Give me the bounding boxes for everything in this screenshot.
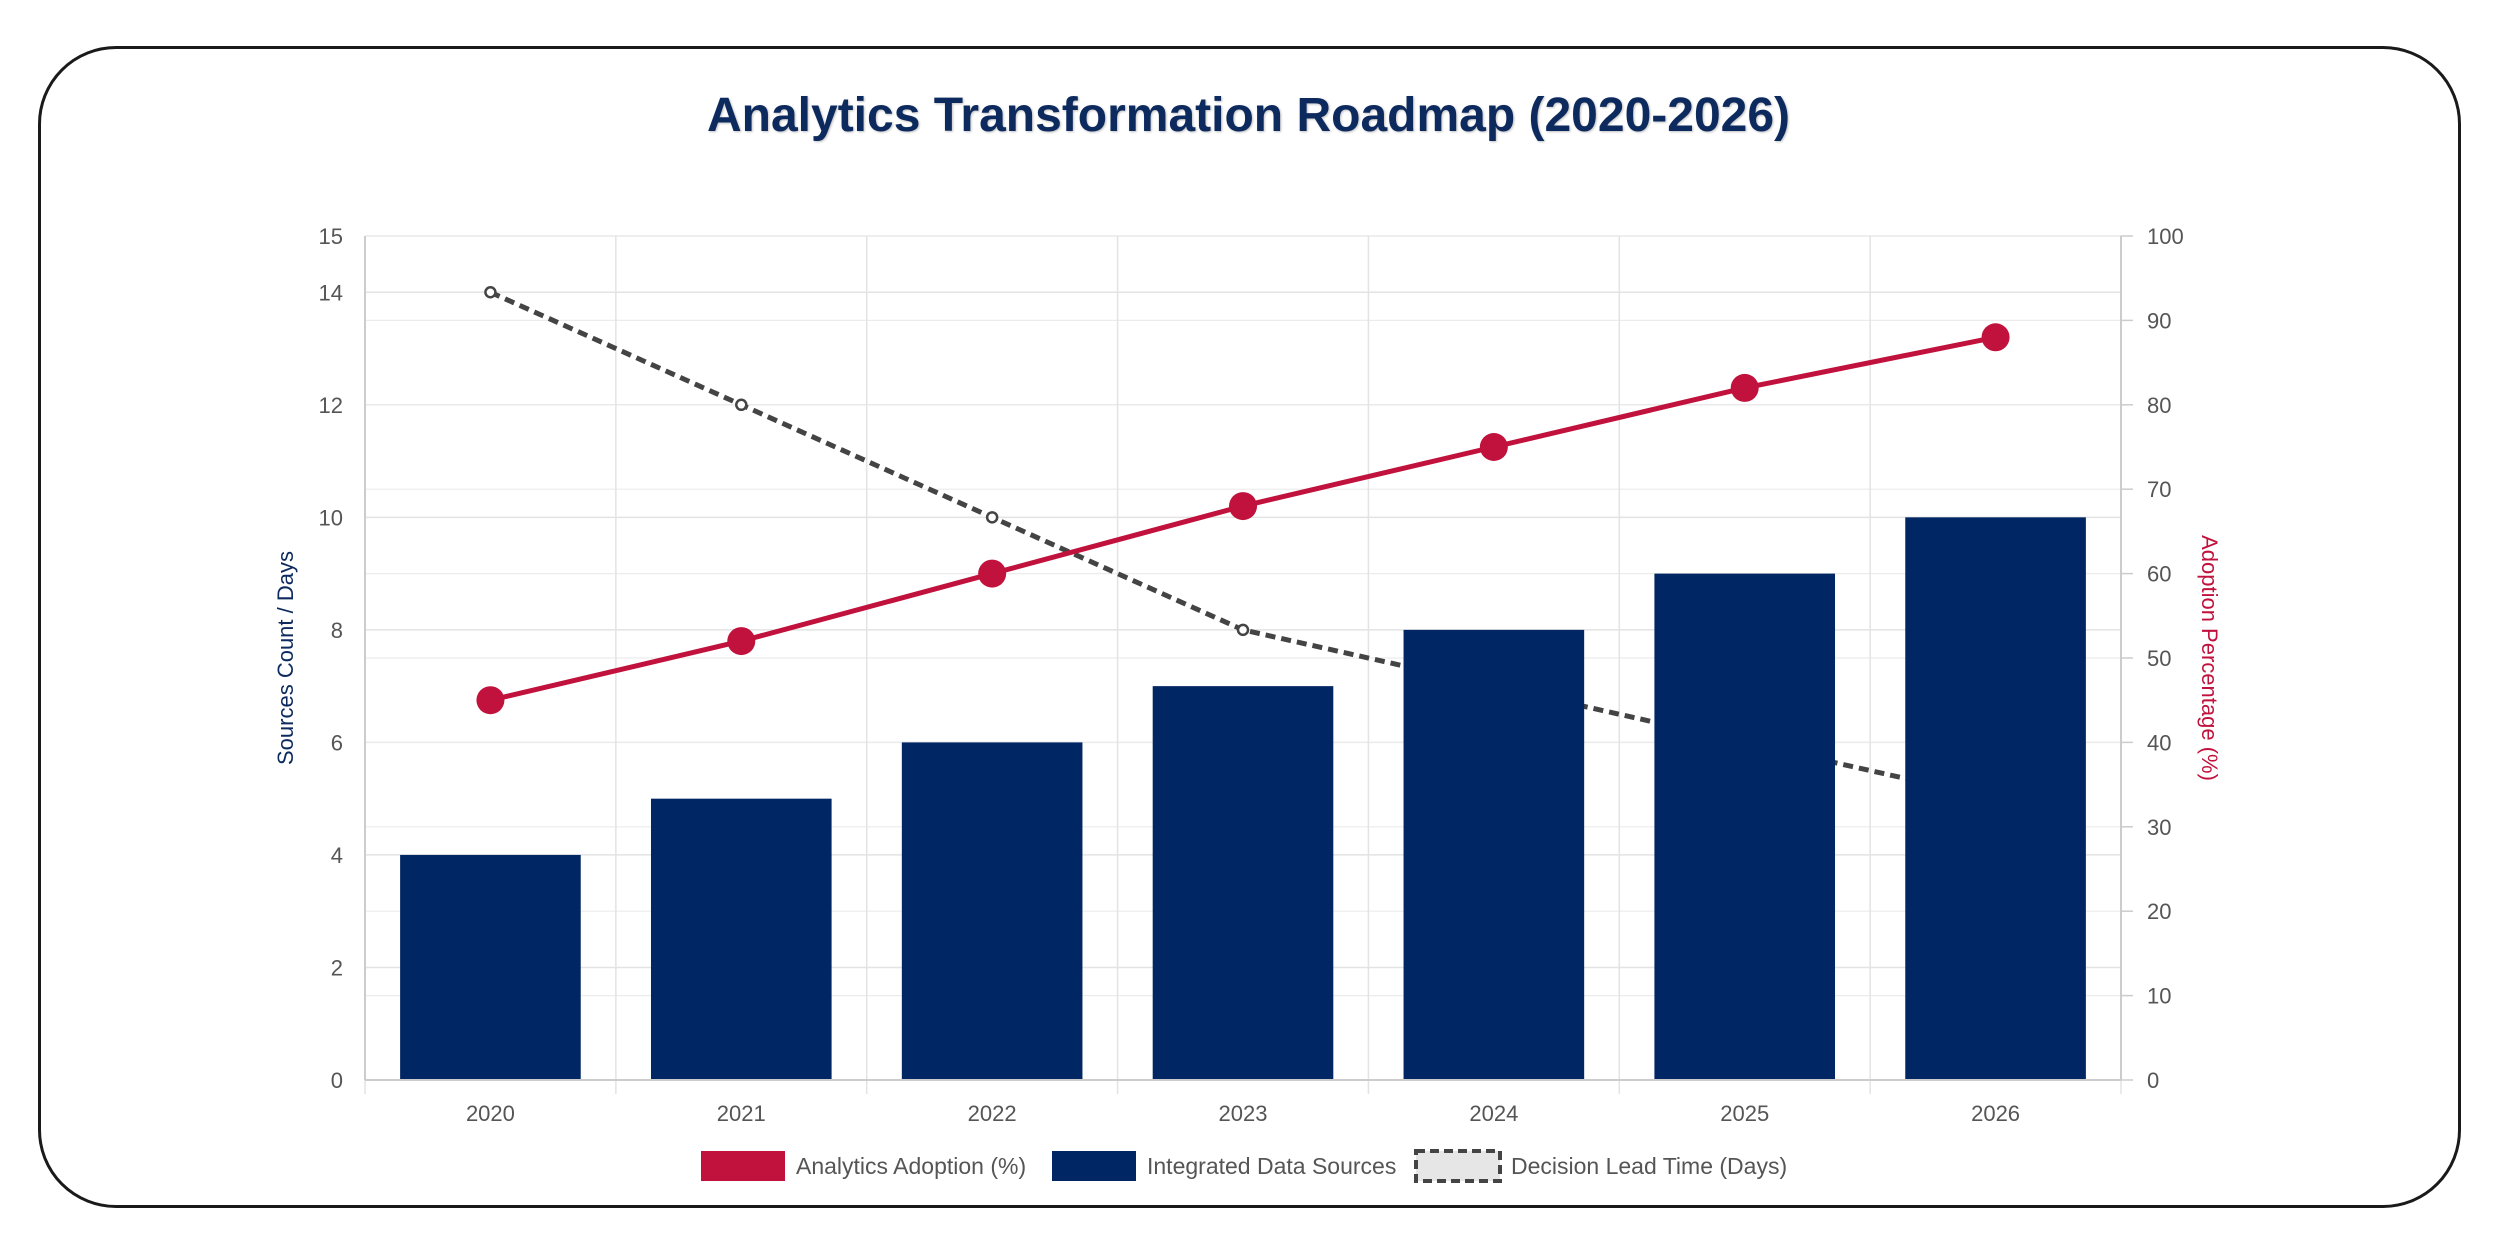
point-analytics-adoption-2022 — [978, 559, 1007, 588]
y-axis-title: Sources Count / Days — [273, 551, 298, 765]
point-decision-lead-time-2020 — [484, 286, 497, 299]
legend-swatch — [1414, 1149, 1502, 1183]
y-tick-label: 14 — [319, 280, 343, 305]
x-tick-label: 2025 — [1720, 1101, 1769, 1126]
x-tick-label: 2026 — [1971, 1101, 2020, 1126]
legend[interactable]: Analytics Adoption (%) Integrated Data So… — [701, 1149, 1787, 1183]
bar-integrated-sources-2020 — [400, 854, 581, 1080]
x-tick-label: 2022 — [968, 1101, 1017, 1126]
y2-tick-label: 0 — [2147, 1068, 2159, 1093]
y-tick-label: 0 — [331, 1068, 343, 1093]
y-tick-label: 8 — [331, 618, 343, 643]
point-analytics-adoption-2021 — [727, 627, 756, 656]
axis-layer: 0 2 4 6 8 10 12 14 15 0 10 20 30 40 50 60 70 80 90 100 2020 2… — [273, 224, 2222, 1126]
x-tick-label: 2024 — [1469, 1101, 1518, 1126]
bar-integrated-sources-2024 — [1403, 629, 1585, 1080]
point-analytics-adoption-2020 — [476, 686, 505, 715]
y2-tick-label: 70 — [2147, 477, 2171, 502]
point-decision-lead-time-2023 — [1236, 623, 1250, 637]
legend-item[interactable]: Analytics Adoption (%) — [701, 1151, 1026, 1181]
y2-tick-label: 60 — [2147, 562, 2171, 587]
y2-tick-label: 30 — [2147, 815, 2171, 840]
y2-tick-label: 10 — [2147, 984, 2171, 1009]
point-analytics-adoption-2025 — [1730, 373, 1759, 402]
point-analytics-adoption-2023 — [1229, 492, 1257, 521]
y-tick-label: 10 — [319, 505, 343, 530]
x-tick-label: 2020 — [466, 1101, 515, 1126]
legend-label: Integrated Data Sources — [1147, 1153, 1396, 1179]
legend-item[interactable]: Decision Lead Time (Days) — [1414, 1149, 1787, 1183]
bar-integrated-sources-2023 — [1152, 686, 1334, 1080]
point-analytics-adoption-2024 — [1479, 433, 1508, 461]
bar-integrated-sources-2021 — [650, 798, 832, 1080]
y2-tick-label: 90 — [2147, 308, 2171, 333]
bar-integrated-sources-2026 — [1905, 517, 2086, 1080]
y2-tick-label: 40 — [2147, 730, 2171, 755]
y-tick-label: 15 — [319, 224, 343, 249]
point-decision-lead-time-2021 — [735, 398, 748, 412]
legend-swatch — [1052, 1151, 1136, 1181]
point-decision-lead-time-2022 — [985, 511, 999, 524]
legend-item[interactable]: Integrated Data Sources — [1052, 1151, 1396, 1181]
y2-tick-label: 80 — [2147, 393, 2171, 418]
y-tick-label: 4 — [331, 843, 343, 868]
x-tick-label: 2023 — [1219, 1101, 1268, 1126]
legend-swatch — [701, 1151, 785, 1181]
legend-label: Decision Lead Time (Days) — [1511, 1153, 1787, 1179]
x-tick-label: 2021 — [717, 1101, 766, 1126]
y-tick-label: 6 — [331, 730, 343, 755]
legend-label: Analytics Adoption (%) — [796, 1153, 1026, 1179]
y2-tick-label: 50 — [2147, 646, 2171, 671]
adoption-layer — [476, 323, 2010, 715]
bar-integrated-sources-2022 — [901, 742, 1083, 1080]
chart-title: Analytics Transformation Roadmap (2020-2… — [706, 89, 1791, 142]
y2-axis-title: Adoption Percentage (%) — [2197, 535, 2222, 781]
bar-layer — [400, 517, 2086, 1080]
y-tick-label: 12 — [319, 393, 343, 418]
point-analytics-adoption-2026 — [1981, 323, 2010, 352]
bar-integrated-sources-2025 — [1654, 573, 1836, 1080]
y-tick-label: 2 — [331, 955, 343, 980]
y2-tick-label: 20 — [2147, 899, 2171, 924]
y2-tick-label: 100 — [2147, 224, 2184, 249]
